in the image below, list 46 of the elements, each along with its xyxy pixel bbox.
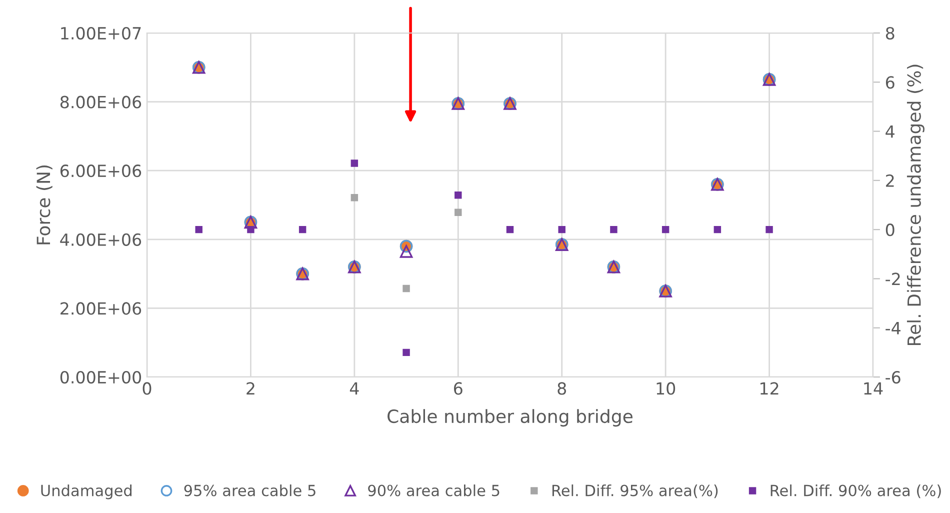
y2-tick-label: 6 (886, 76, 894, 89)
y2-tick-label: 2 (886, 174, 894, 187)
point (402, 348, 410, 356)
y2-tick-label: -4 (886, 322, 900, 334)
y-tick-label: 4.00E+06 (60, 233, 142, 246)
point (350, 194, 358, 202)
y-tick-label: 0.00E+00 (60, 370, 142, 384)
point (610, 226, 618, 234)
y-tick-label: 8.00E+06 (60, 96, 142, 108)
legend-label: Rel. Diff. 95% area(%) (552, 484, 718, 498)
y-axis-title: Force (N) (36, 165, 52, 244)
x-tick-label: 8 (558, 382, 566, 395)
y2-tick-label: 4 (886, 125, 894, 138)
x-tick-label: 12 (760, 382, 778, 395)
point (662, 226, 670, 234)
legend-label: Undamaged (41, 484, 132, 500)
x-tick-label: 10 (656, 382, 676, 395)
x-tick-label: 0 (142, 382, 152, 395)
x-tick-label: 6 (454, 382, 462, 395)
point (766, 226, 773, 234)
y2-axis-title: Rel. Difference undamaged (%) (906, 64, 924, 345)
y2-tick-label: -6 (886, 370, 900, 384)
x-tick-label: 14 (864, 382, 883, 395)
point (195, 226, 202, 234)
point (454, 208, 462, 216)
point (298, 226, 306, 234)
legend-label: Rel. Diff. 90% area (%) (770, 484, 941, 498)
point (400, 245, 413, 258)
point (350, 160, 358, 167)
legend-label: 95% area cable 5 (184, 484, 316, 496)
legend-label: 90% area cable 5 (368, 484, 500, 496)
point (714, 226, 722, 234)
x-tick-label: 4 (350, 382, 359, 395)
y2-tick-label: 0 (886, 224, 894, 236)
y2-tick-label: -2 (886, 272, 900, 286)
x-tick-label: 2 (246, 382, 254, 395)
point (454, 192, 462, 199)
y-tick-label: 2.00E+06 (60, 302, 142, 315)
point (402, 284, 410, 292)
y2-tick-label: 8 (886, 26, 894, 40)
x-axis-title: Cable number along bridge (388, 409, 632, 427)
point (558, 226, 566, 234)
y-tick-label: 6.00E+06 (60, 164, 142, 178)
y-tick-label: 1.00E+07 (61, 26, 141, 40)
point (506, 226, 514, 234)
point (247, 226, 254, 234)
